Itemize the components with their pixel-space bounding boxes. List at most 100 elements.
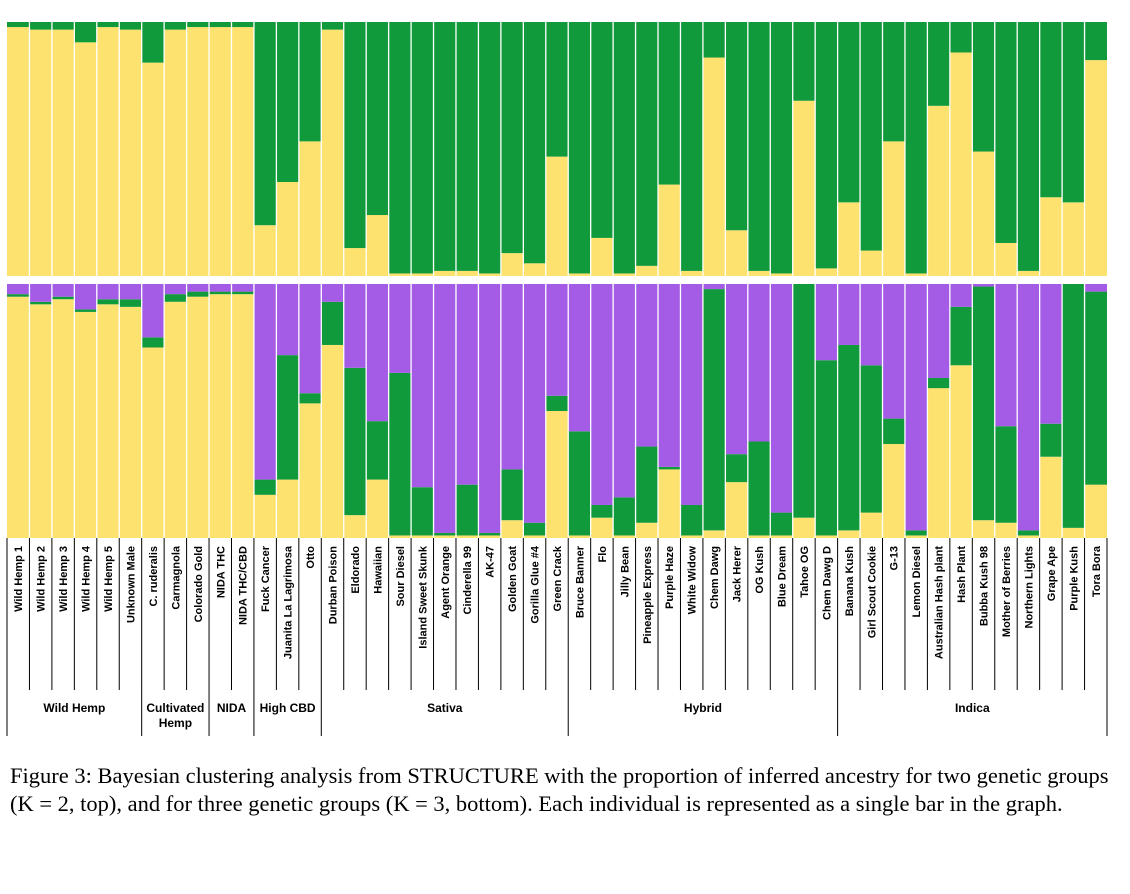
k3-bar-purple-0 <box>7 284 30 295</box>
individual-label: Colorado Gold <box>193 546 205 622</box>
k2-bar-yellow-22 <box>500 253 524 276</box>
individual-label: Carmagnola <box>170 545 182 609</box>
individual-label: Bruce Banner <box>574 545 586 618</box>
k3-bar-green-28 <box>635 446 659 523</box>
k2-bar-yellow-36 <box>815 268 838 276</box>
k3-bar-green-31 <box>702 289 726 531</box>
k3-bar-green-2 <box>51 296 75 300</box>
individual-label: Tora Bora <box>1091 545 1103 597</box>
individual-label: Wild Hemp 2 <box>36 546 48 612</box>
k3-bar-green-44 <box>994 426 1018 523</box>
k2-bar-yellow-26 <box>590 237 614 276</box>
k2-bar-yellow-27 <box>613 273 636 276</box>
k2-bar-green-24 <box>545 22 569 157</box>
k3-bar-green-23 <box>523 522 546 536</box>
k3-bar-green-25 <box>568 431 591 536</box>
k2-bar-green-36 <box>815 22 838 269</box>
k3-bar-purple-46 <box>1039 284 1063 424</box>
individual-label: Juanita La Lagrimosa <box>283 545 295 659</box>
k3-bar-yellow-9 <box>209 294 232 538</box>
k3-bar-green-14 <box>321 301 344 345</box>
group-label: Sativa <box>427 701 463 715</box>
individual-label: NIDA THC/CBD <box>238 546 250 625</box>
k3-bar-yellow-13 <box>298 403 322 538</box>
k2-bar-green-20 <box>455 22 479 271</box>
k2-bar-green-35 <box>792 22 816 101</box>
k3-bar-yellow-43 <box>972 520 995 538</box>
k2-bar-yellow-38 <box>860 250 883 276</box>
k2-bar-yellow-12 <box>276 182 299 276</box>
k3-bar-green-4 <box>96 299 120 305</box>
individual-label: White Widow <box>687 546 699 615</box>
k3-bar-purple-20 <box>455 284 479 485</box>
k3-bar-yellow-5 <box>119 306 142 538</box>
k3-bar-green-27 <box>613 497 636 536</box>
k3-bar-green-41 <box>927 377 950 389</box>
k3-bar-yellow-10 <box>231 294 254 538</box>
k2-bar-green-4 <box>96 22 120 28</box>
individual-label: Agent Orange <box>440 546 452 619</box>
k2-bar-yellow-11 <box>253 225 277 276</box>
k2-bar-green-6 <box>141 22 165 63</box>
k2-bar-green-29 <box>658 22 681 185</box>
k3-bar-green-39 <box>882 418 905 445</box>
k2-bar-green-27 <box>613 22 636 274</box>
k3-bar-yellow-34 <box>770 535 793 538</box>
k3-bar-green-40 <box>904 530 928 536</box>
k3-bar-yellow-16 <box>366 479 389 538</box>
k3-bar-green-8 <box>186 291 210 297</box>
individual-label: Jilly Bean <box>619 546 631 598</box>
k3-bar-yellow-24 <box>545 411 569 538</box>
k2-bar-yellow-13 <box>298 141 322 276</box>
k3-bar-purple-28 <box>635 284 659 447</box>
k3-bar-purple-44 <box>994 284 1018 427</box>
k2-bar-yellow-2 <box>51 29 75 277</box>
k2-bar-yellow-46 <box>1039 197 1063 276</box>
individual-label: Unknown Male <box>125 546 137 623</box>
k3-bar-yellow-46 <box>1039 456 1063 538</box>
k2-bar-green-2 <box>51 22 75 30</box>
individual-label: OG Kush <box>754 546 766 594</box>
k3-bar-green-11 <box>253 479 277 495</box>
individual-label: Northern Lights <box>1023 546 1035 629</box>
k2-bar-green-25 <box>568 22 591 274</box>
k3-bar-purple-10 <box>231 284 254 292</box>
k2-bar-green-13 <box>298 22 322 142</box>
individual-label: Fuck Cancer <box>260 545 272 612</box>
k3-panel <box>7 284 1107 538</box>
k3-bar-purple-9 <box>209 284 232 292</box>
k3-bar-purple-32 <box>725 284 748 455</box>
k3-bar-green-26 <box>590 504 614 518</box>
individual-label: Golden Goat <box>507 546 519 612</box>
k3-bar-green-24 <box>545 395 569 411</box>
k2-bar-yellow-1 <box>29 29 52 277</box>
k3-bar-purple-25 <box>568 284 591 432</box>
individual-label: Wild Hemp 4 <box>81 545 93 612</box>
individual-label: Durban Poison <box>328 546 340 625</box>
k3-bar-purple-11 <box>253 284 277 480</box>
k3-bar-purple-5 <box>119 284 142 300</box>
k3-bar-yellow-39 <box>882 444 905 538</box>
k2-bar-yellow-5 <box>119 29 142 277</box>
k3-bar-yellow-15 <box>343 515 367 538</box>
k2-bar-green-11 <box>253 22 277 226</box>
k3-bar-purple-45 <box>1017 284 1040 531</box>
k3-bar-green-42 <box>949 306 973 366</box>
k2-bar-yellow-44 <box>994 242 1018 276</box>
k3-bar-purple-23 <box>523 284 546 523</box>
figure-caption: Figure 3: Bayesian clustering analysis f… <box>10 763 1109 816</box>
k2-bar-yellow-16 <box>366 215 389 276</box>
k2-bar-yellow-48 <box>1084 60 1107 276</box>
k3-bar-yellow-48 <box>1084 484 1107 538</box>
k2-bar-green-21 <box>478 22 501 274</box>
individual-label: Green Crack <box>552 545 564 611</box>
k2-bar-green-38 <box>860 22 883 251</box>
k3-bar-yellow-14 <box>321 344 344 538</box>
k2-bar-yellow-45 <box>1017 270 1040 276</box>
k3-bar-purple-2 <box>51 284 75 297</box>
k2-bar-yellow-25 <box>568 273 591 276</box>
k3-bar-purple-3 <box>74 284 97 310</box>
k2-bar-yellow-3 <box>74 42 97 276</box>
k3-bar-purple-15 <box>343 284 367 368</box>
k3-bar-purple-4 <box>96 284 120 300</box>
